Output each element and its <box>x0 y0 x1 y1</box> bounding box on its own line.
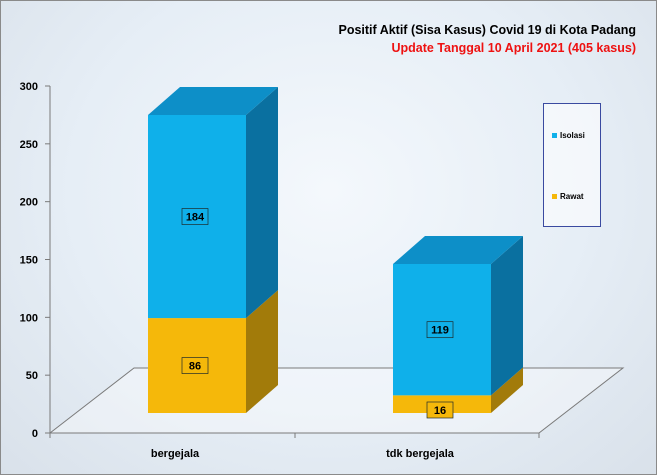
bar-side-rawat-1 <box>491 367 523 413</box>
chart-subtitle: Update Tanggal 10 April 2021 (405 kasus) <box>391 41 636 55</box>
legend-swatch-isolasi <box>552 133 557 139</box>
legend-label-isolasi: Isolasi <box>560 131 585 140</box>
legend-swatch-rawat <box>552 194 557 200</box>
chart-legend: Isolasi Rawat <box>543 103 601 227</box>
y-tick-label-3: 150 <box>20 255 38 267</box>
y-tick-label-1: 50 <box>26 370 38 382</box>
y-tick-label-0: 0 <box>32 428 38 440</box>
data-label-rawat-1: 16 <box>434 405 446 417</box>
chart-floor <box>48 367 625 434</box>
x-tick-label-0: bergejala <box>151 448 200 460</box>
data-label-box-rawat-1 <box>426 401 454 419</box>
bar-top-1 <box>393 236 523 264</box>
data-label-isolasi-0: 184 <box>186 212 205 224</box>
legend-item-rawat: Rawat <box>552 192 584 201</box>
chart-title: Positif Aktif (Sisa Kasus) Covid 19 di K… <box>338 23 636 37</box>
y-tick-label-4: 200 <box>20 197 38 209</box>
bar-side-rawat-0 <box>246 290 278 413</box>
data-label-box-rawat-0 <box>181 357 209 374</box>
data-label-isolasi-1: 119 <box>431 325 449 337</box>
bar-side-isolasi-0 <box>246 87 278 319</box>
y-tick-label-6: 300 <box>20 81 38 93</box>
legend-item-isolasi: Isolasi <box>552 131 585 140</box>
data-label-rawat-0: 86 <box>189 361 201 373</box>
y-tick-label-2: 100 <box>20 312 38 324</box>
data-label-box-isolasi-1 <box>426 321 454 339</box>
y-tick-label-5: 250 <box>20 139 38 151</box>
bar-side-isolasi-1 <box>491 236 523 396</box>
x-tick-label-1: tdk bergejala <box>386 448 455 460</box>
bar-top-0 <box>148 87 278 115</box>
legend-label-rawat: Rawat <box>560 192 584 201</box>
chart-title-block: Positif Aktif (Sisa Kasus) Covid 19 di K… <box>338 23 636 55</box>
data-label-box-isolasi-0 <box>181 208 209 225</box>
